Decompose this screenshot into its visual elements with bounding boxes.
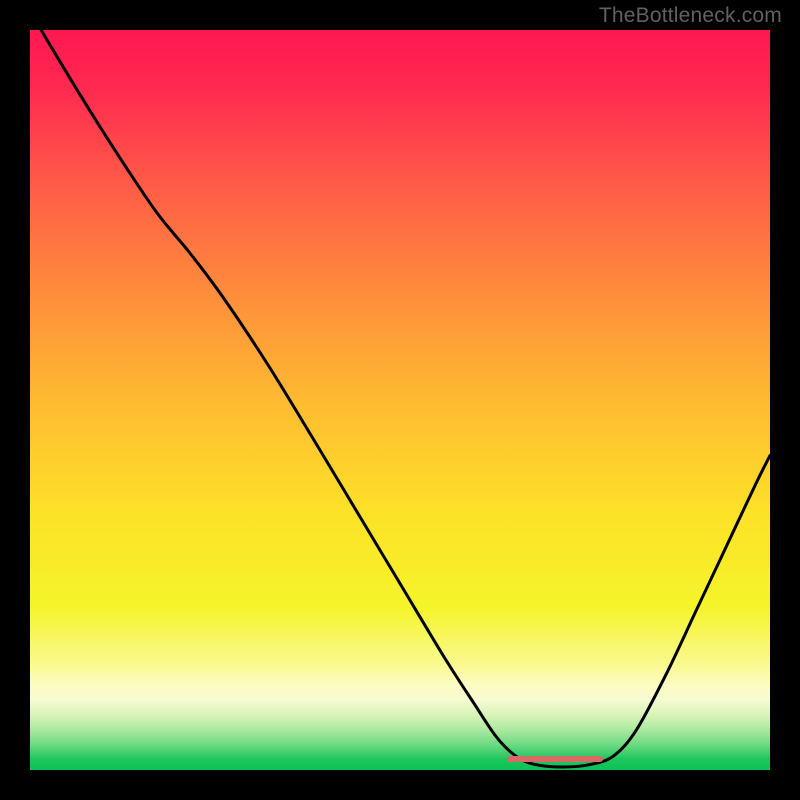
watermark-text: TheBottleneck.com (599, 4, 782, 28)
bottleneck-curve (30, 30, 770, 770)
optimal-range-marker (507, 756, 603, 762)
bottleneck-plot (30, 30, 770, 770)
curve-line (41, 30, 770, 767)
